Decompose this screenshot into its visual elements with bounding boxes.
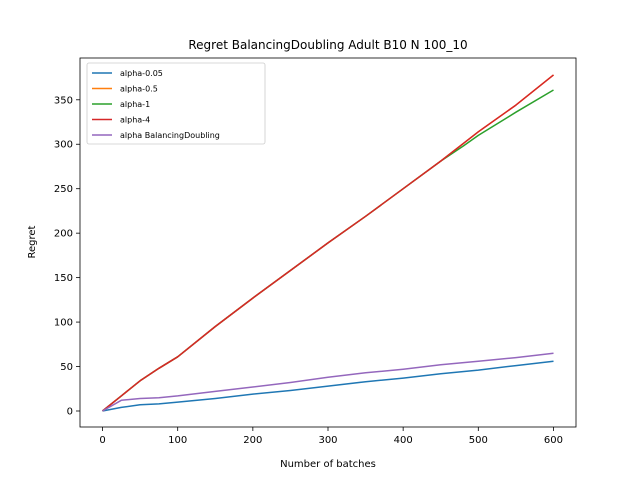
y-tick-label: 0 xyxy=(67,406,73,417)
legend: alpha-0.05 alpha-0.5 alpha-1 alpha-4 alpha B… xyxy=(86,62,266,145)
legend-label: alpha-4 xyxy=(120,116,150,125)
y-tick-label: 100 xyxy=(54,318,73,329)
x-tick-label: 300 xyxy=(318,435,337,446)
y-axis-label: Regret xyxy=(27,225,38,258)
x-tick-label: 200 xyxy=(243,435,262,446)
y-tick-label: 150 xyxy=(54,273,73,284)
x-axis-ticks: 0 100 200 300 400 500 600 xyxy=(99,427,563,446)
series-line-alpha-0-05 xyxy=(102,360,554,412)
y-axis-ticks: 0 50 100 150 200 250 300 350 xyxy=(54,95,80,417)
x-tick-label: 500 xyxy=(469,435,488,446)
series-line-alpha-balancingdoubling xyxy=(102,352,554,412)
x-tick-label: 600 xyxy=(544,435,563,446)
legend-label: alpha BalancingDoubling xyxy=(120,131,220,140)
legend-box xyxy=(86,62,266,145)
x-tick-label: 0 xyxy=(99,435,105,446)
series-line-alpha-4 xyxy=(102,74,554,412)
y-tick-label: 50 xyxy=(60,362,73,373)
x-tick-label: 100 xyxy=(168,435,187,446)
x-tick-label: 400 xyxy=(394,435,413,446)
chart-title: Regret BalancingDoubling Adult B10 N 100… xyxy=(188,38,467,52)
y-tick-label: 350 xyxy=(54,95,73,106)
y-tick-label: 300 xyxy=(54,140,73,151)
y-tick-label: 200 xyxy=(54,229,73,240)
legend-label: alpha-0.5 xyxy=(120,85,158,94)
y-tick-label: 250 xyxy=(54,184,73,195)
legend-label: alpha-1 xyxy=(120,100,150,109)
plot-area xyxy=(102,74,554,412)
legend-label: alpha-0.05 xyxy=(120,69,163,78)
x-axis-label: Number of batches xyxy=(280,459,376,470)
